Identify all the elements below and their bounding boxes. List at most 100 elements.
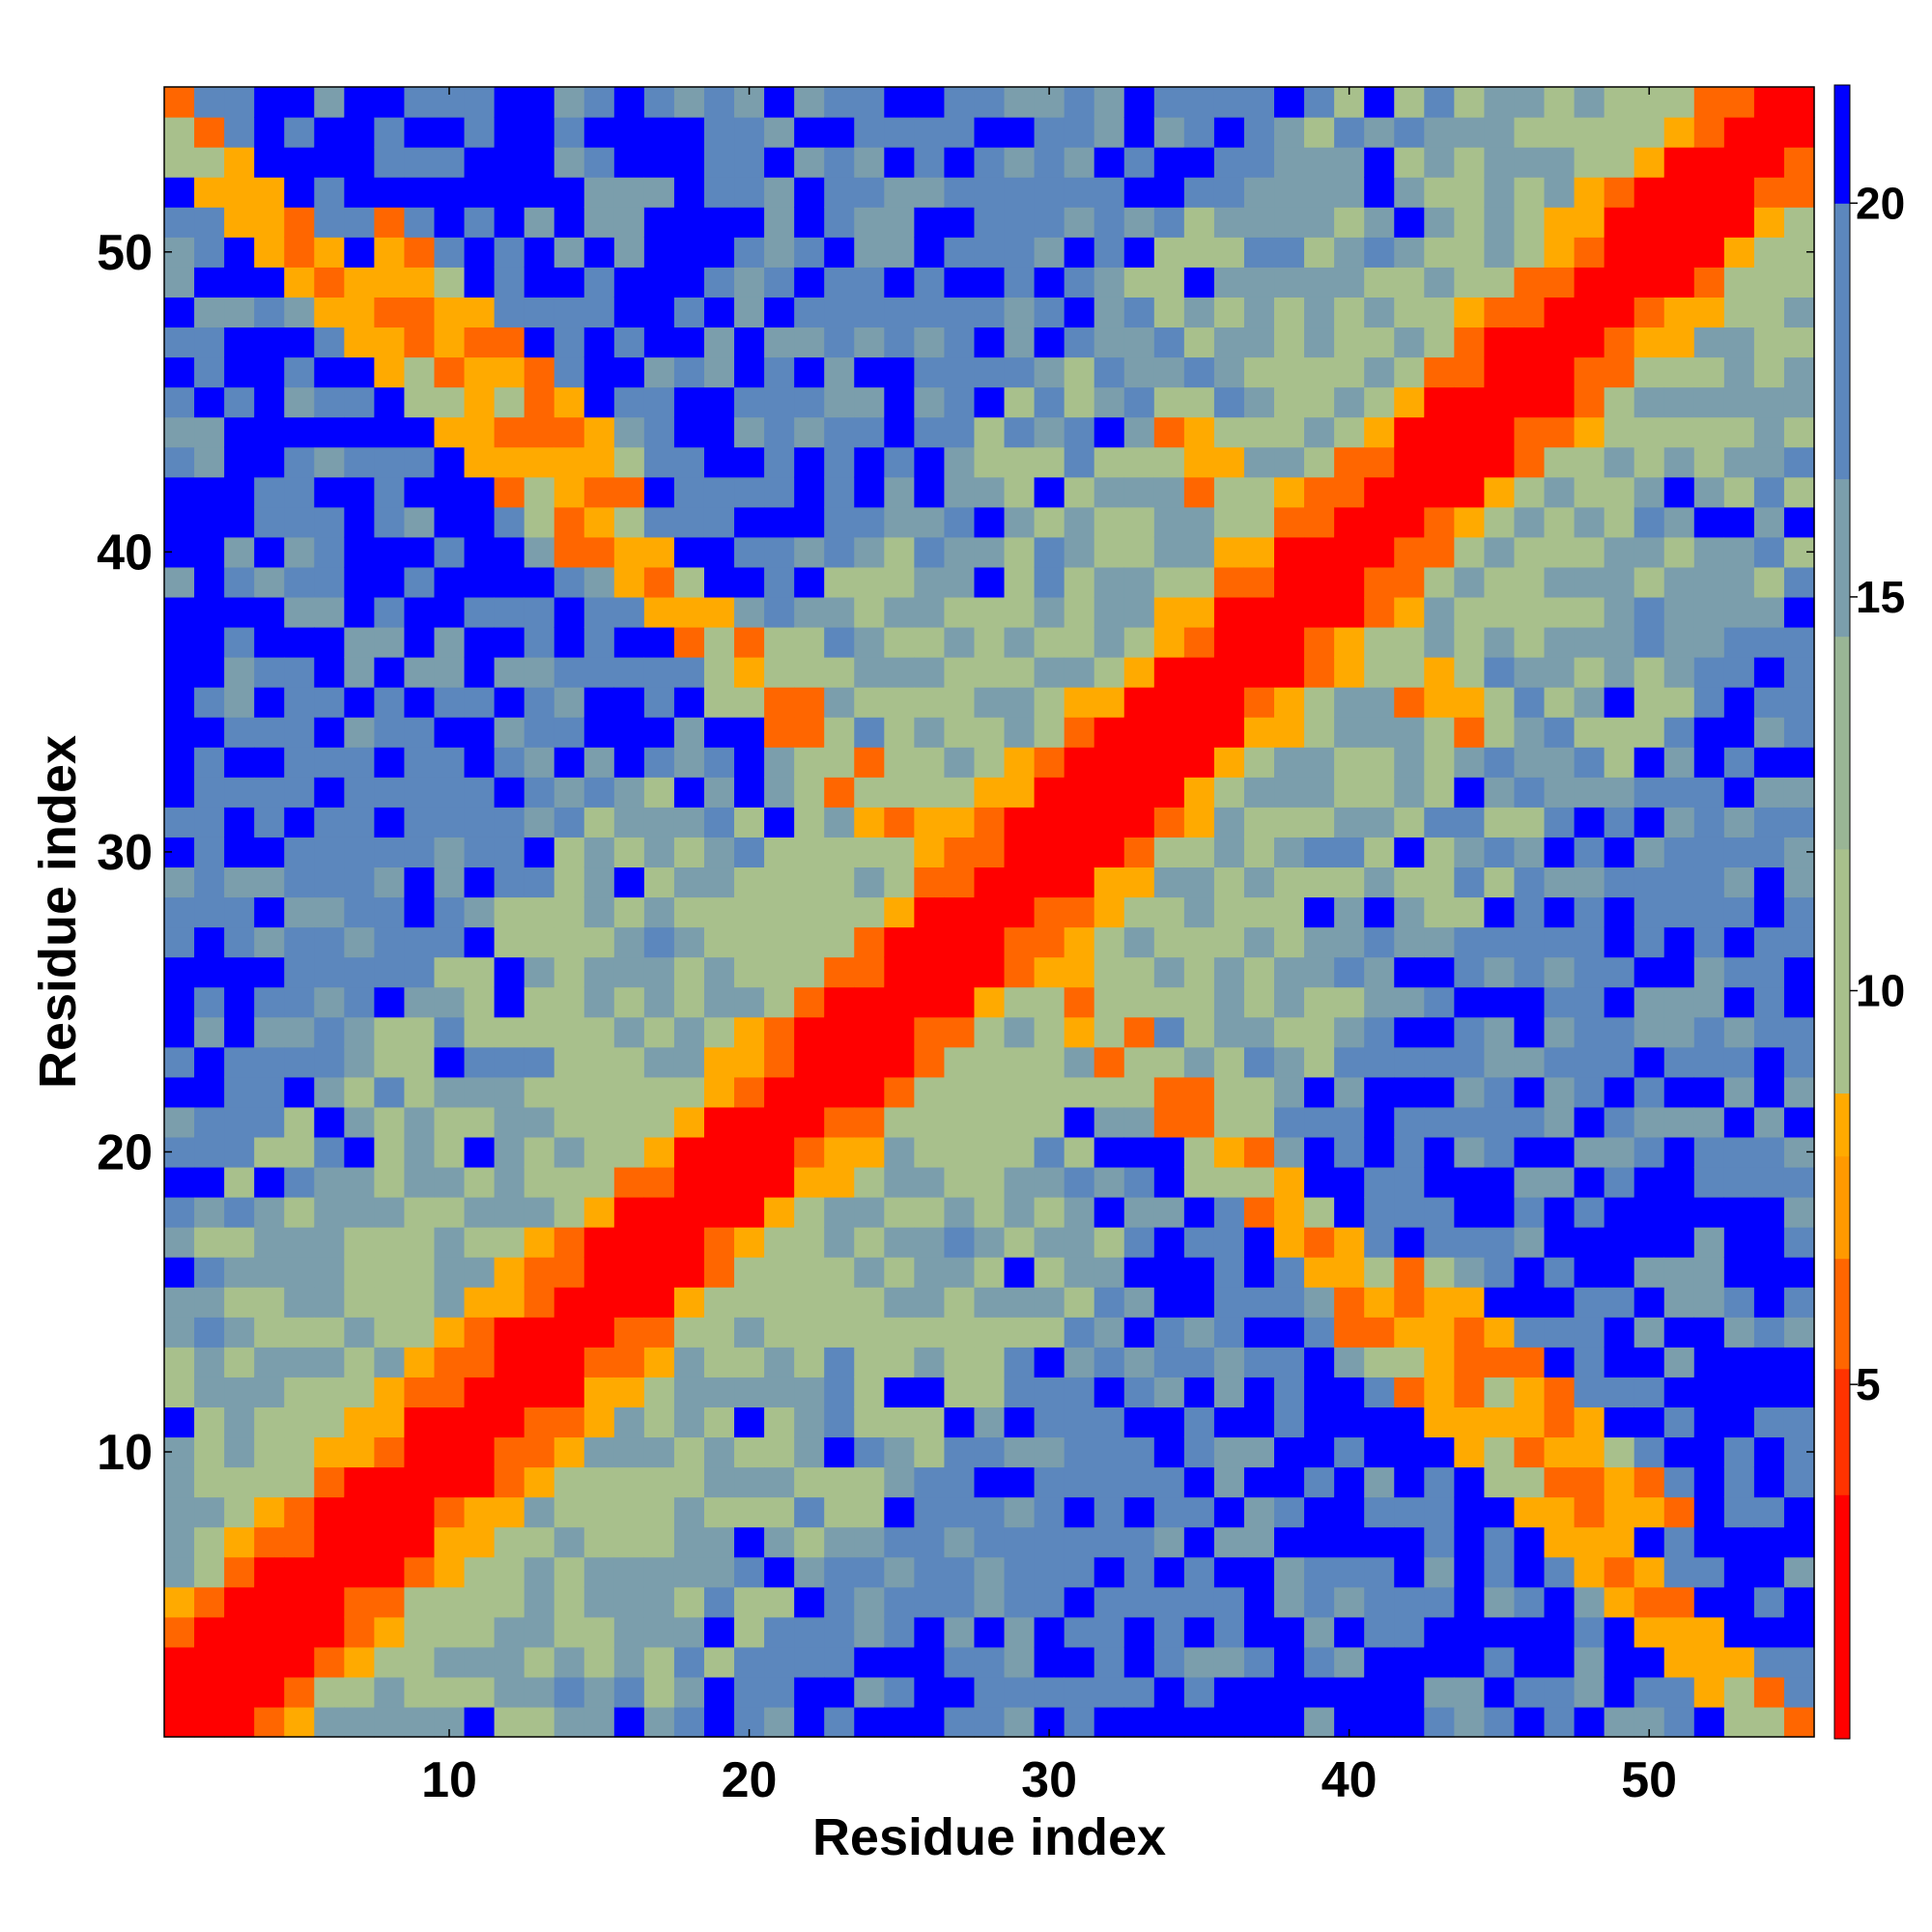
- heatmap-cell: [944, 237, 976, 268]
- heatmap-cell: [764, 476, 795, 508]
- heatmap-cell: [554, 327, 585, 358]
- heatmap-cell: [254, 1257, 285, 1288]
- heatmap-cell: [1274, 536, 1305, 568]
- heatmap-cell: [824, 87, 855, 118]
- heatmap-cell: [1034, 1556, 1065, 1588]
- heatmap-cell: [914, 87, 946, 118]
- heatmap-cell: [1304, 986, 1335, 1018]
- heatmap-cell: [1183, 356, 1215, 388]
- heatmap-cell: [914, 986, 946, 1018]
- heatmap-cell: [344, 657, 375, 688]
- heatmap-cell: [1123, 1706, 1155, 1738]
- heatmap-cell: [1604, 657, 1635, 688]
- heatmap-cell: [1274, 626, 1305, 658]
- heatmap-cell: [1723, 1496, 1755, 1528]
- heatmap-cell: [194, 956, 225, 988]
- heatmap-cell: [344, 1436, 375, 1468]
- heatmap-cell: [1574, 747, 1605, 778]
- heatmap-cell: [1153, 626, 1185, 658]
- heatmap-cell: [374, 1227, 406, 1258]
- heatmap-cell: [374, 327, 406, 358]
- heatmap-cell: [1213, 1556, 1245, 1588]
- heatmap-cell: [824, 1076, 855, 1108]
- y-tick-label: 50: [97, 225, 153, 281]
- heatmap-cell: [284, 446, 315, 478]
- heatmap-cell: [1123, 837, 1155, 868]
- heatmap-cell: [944, 1676, 976, 1708]
- heatmap-cell: [1574, 87, 1605, 118]
- heatmap-cell: [643, 207, 675, 238]
- heatmap-cell: [1424, 87, 1455, 118]
- heatmap-cell: [524, 1646, 555, 1678]
- heatmap-cell: [613, 1436, 645, 1468]
- heatmap-cell: [1153, 1466, 1185, 1498]
- heatmap-cell: [944, 356, 976, 388]
- heatmap-cell: [1004, 956, 1036, 988]
- heatmap-cell: [583, 1106, 615, 1138]
- heatmap-cell: [464, 1197, 496, 1228]
- heatmap-cell: [1334, 177, 1365, 208]
- heatmap-cell: [314, 1257, 345, 1288]
- heatmap-cell: [1304, 1526, 1335, 1558]
- heatmap-cell: [194, 1676, 225, 1708]
- heatmap-cell: [284, 867, 315, 898]
- heatmap-cell: [1364, 237, 1395, 268]
- heatmap-cell: [1153, 1347, 1185, 1378]
- heatmap-cell: [1034, 536, 1065, 568]
- heatmap-cell: [1723, 536, 1755, 568]
- heatmap-cell: [1544, 207, 1576, 238]
- heatmap-cell: [1183, 1197, 1215, 1228]
- heatmap-cell: [1663, 1676, 1695, 1708]
- heatmap-cell: [673, 717, 705, 748]
- heatmap-cell: [583, 267, 615, 298]
- heatmap-cell: [1574, 566, 1605, 598]
- heatmap-cell: [1693, 596, 1725, 628]
- heatmap-cell: [1183, 867, 1215, 898]
- heatmap-cell: [1723, 327, 1755, 358]
- heatmap-cell: [1153, 867, 1185, 898]
- heatmap-cell: [1004, 926, 1036, 958]
- heatmap-cell: [944, 1406, 976, 1438]
- heatmap-cell: [1783, 926, 1815, 958]
- heatmap-cell: [583, 717, 615, 748]
- heatmap-cell: [1094, 1287, 1125, 1318]
- heatmap-cell: [1783, 657, 1815, 688]
- heatmap-cell: [944, 777, 976, 808]
- heatmap-cell: [1213, 1706, 1245, 1738]
- heatmap-cell: [914, 177, 946, 208]
- heatmap-cell: [1783, 147, 1815, 178]
- heatmap-cell: [583, 566, 615, 598]
- heatmap-cell: [314, 1166, 345, 1198]
- heatmap-cell: [673, 1377, 705, 1407]
- heatmap-cell: [224, 207, 255, 238]
- heatmap-cell: [194, 566, 225, 598]
- heatmap-cell: [404, 117, 436, 148]
- heatmap-cell: [404, 386, 436, 418]
- heatmap-cell: [314, 297, 345, 328]
- heatmap-cell: [1213, 807, 1245, 838]
- heatmap-cell: [583, 1257, 615, 1288]
- heatmap-cell: [794, 1436, 825, 1468]
- heatmap-cell: [1394, 297, 1425, 328]
- heatmap-cell: [1004, 837, 1036, 868]
- heatmap-cell: [344, 1076, 375, 1108]
- heatmap-cell: [554, 267, 585, 298]
- heatmap-cell: [944, 867, 976, 898]
- heatmap-cell: [1123, 87, 1155, 118]
- heatmap-cell: [524, 1016, 555, 1048]
- heatmap-cell: [524, 1106, 555, 1138]
- heatmap-cell: [1274, 356, 1305, 388]
- heatmap-cell: [1304, 386, 1335, 418]
- heatmap-cell: [643, 536, 675, 568]
- heatmap-cell: [524, 1347, 555, 1378]
- heatmap-cell: [1274, 117, 1305, 148]
- heatmap-cell: [734, 476, 765, 508]
- heatmap-cell: [404, 536, 436, 568]
- heatmap-cell: [1304, 1706, 1335, 1738]
- heatmap-cell: [764, 1676, 795, 1708]
- heatmap-cell: [1123, 1347, 1155, 1378]
- heatmap-cell: [1454, 807, 1485, 838]
- heatmap-cell: [284, 926, 315, 958]
- heatmap-cell: [1604, 87, 1635, 118]
- heatmap-cell: [1334, 267, 1365, 298]
